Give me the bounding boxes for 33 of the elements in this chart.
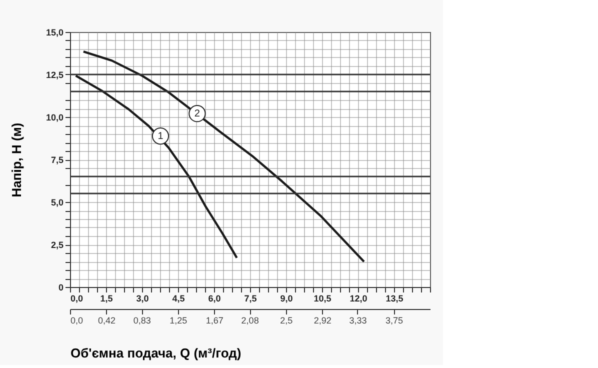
y-tick-label: 10,0 (46, 112, 64, 122)
x-tick-label: 4,5 (172, 294, 185, 304)
y-tick-label: 0 (58, 282, 64, 292)
x-tick-label: 0,0 (70, 294, 84, 304)
y-tick-label: 12,5 (46, 70, 64, 80)
y-tick-label: 5,0 (50, 198, 64, 208)
x2-tick-label: 2,92 (314, 316, 332, 326)
x-tick-label: 1,5 (100, 294, 113, 304)
annotation: 2 (194, 108, 200, 120)
x-tick-label: 12,0 (350, 294, 368, 304)
x2-tick-label: 1,25 (170, 316, 188, 326)
x2-tick-label: 3,33 (349, 316, 367, 326)
x2-tick-label: 0,0 (70, 316, 84, 326)
y-axis-title: Напір, Н (м) (8, 122, 24, 198)
x2-tick-label: 2,08 (241, 316, 259, 326)
x-tick-label: 10,5 (314, 294, 332, 304)
x-tick-label: 6,0 (208, 294, 221, 304)
x-tick-label: 9,0 (280, 294, 293, 304)
x2-tick-label: 2,5 (280, 316, 293, 326)
annotation: 1 (158, 131, 164, 142)
x2-tick-label: 0,42 (98, 316, 116, 326)
line-series (74, 74, 238, 259)
y-tick-label: 7,5 (50, 155, 64, 165)
x2-tick-label: 1,67 (206, 316, 224, 326)
x2-tick-label: 0,83 (133, 316, 151, 326)
line-series (82, 50, 366, 263)
x-axis-title: Об'ємна подача, Q (м³/год) (70, 346, 242, 360)
y-tick-label: 15,0 (46, 28, 64, 38)
x-tick-label: 13,5 (386, 294, 404, 304)
x-tick-label: 3,0 (136, 294, 149, 304)
x-tick-label: 7,5 (244, 294, 257, 304)
x2-tick-label: 3,75 (385, 316, 404, 326)
y-tick-label: 2,5 (50, 240, 64, 250)
